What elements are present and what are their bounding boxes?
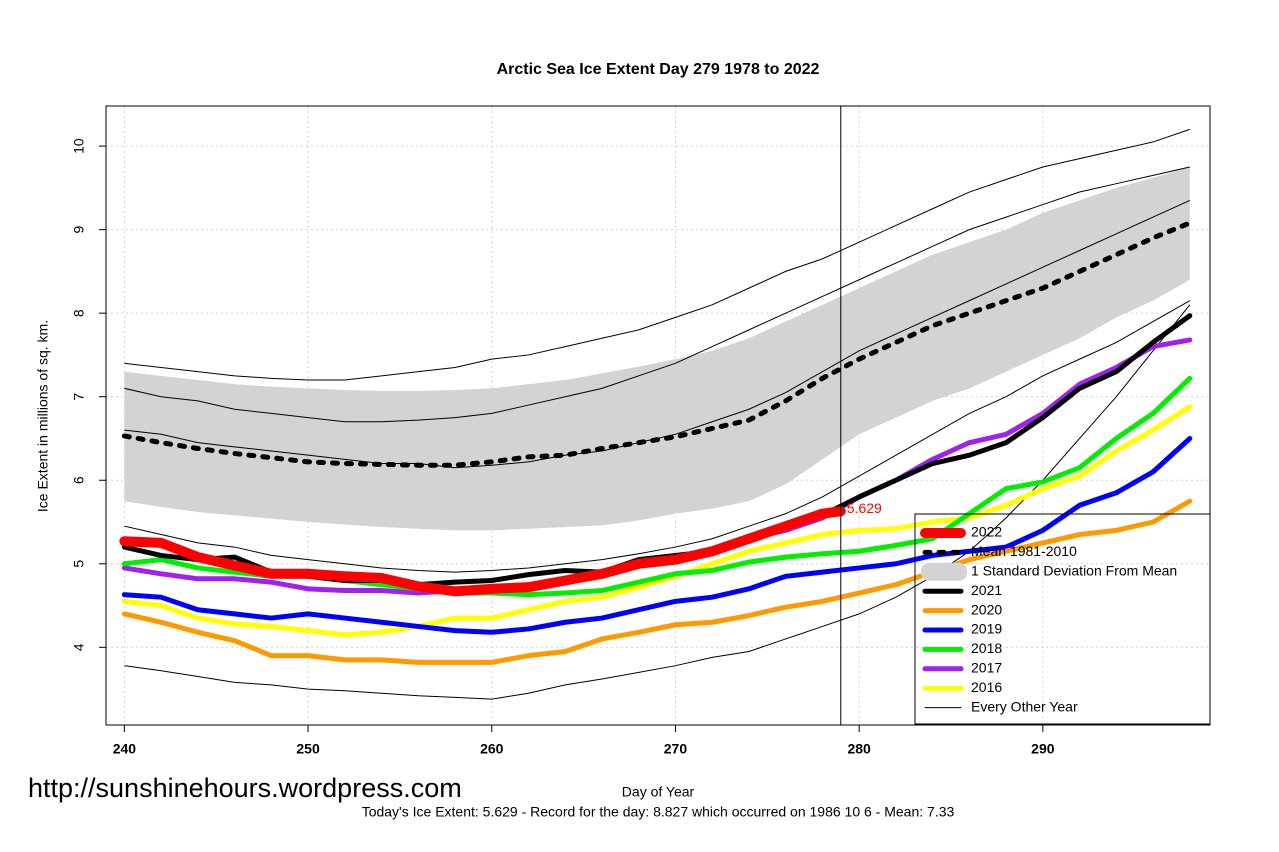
other-year-line — [124, 166, 1190, 423]
chart-title: Arctic Sea Ice Extent Day 279 1978 to 20… — [497, 61, 820, 78]
legend-label: 2021 — [971, 582, 1002, 598]
legend-label: 2017 — [971, 660, 1002, 676]
series-line — [121, 435, 1193, 635]
legend-label: 2022 — [971, 524, 1002, 540]
y-axis-label: Ice Extent in millions of sq. km. — [35, 320, 51, 512]
other-year-line — [124, 128, 1190, 381]
y-tick-label: 5 — [71, 560, 87, 568]
value-label: 5.629 — [847, 500, 882, 516]
y-tick-label: 6 — [71, 476, 87, 484]
other-year-line — [124, 300, 1191, 573]
footer: Today's Ice Extent: 5.629 - Record for t… — [362, 804, 955, 820]
x-tick-label: 280 — [847, 741, 871, 757]
x-tick-label: 290 — [1031, 741, 1055, 757]
y-tick-label: 8 — [71, 309, 87, 317]
legend-label: 2019 — [971, 621, 1002, 637]
series-line — [121, 498, 1193, 665]
plot-frame — [105, 105, 1211, 726]
series-line — [121, 404, 1193, 638]
legend-label: 2018 — [971, 640, 1002, 656]
legend-label: 2020 — [971, 601, 1002, 617]
series-line — [121, 220, 1193, 468]
x-axis-label: Day of Year — [622, 784, 695, 800]
series-line — [119, 506, 846, 597]
legend-label: Every Other Year — [971, 698, 1078, 714]
legend-label: Mean 1981-2010 — [971, 543, 1077, 559]
legend-label: 2016 — [971, 679, 1002, 695]
y-tick-label: 10 — [71, 138, 87, 154]
sd-band — [124, 166, 1190, 531]
x-tick-label: 250 — [296, 741, 320, 757]
y-tick-label: 7 — [71, 393, 87, 401]
x-tick-label: 270 — [664, 741, 688, 757]
other-year-line — [124, 304, 1191, 700]
legend-swatch — [921, 562, 967, 581]
watermark: http://sunshinehours.wordpress.com — [28, 773, 462, 803]
x-tick-label: 240 — [113, 741, 137, 757]
y-tick-label: 4 — [71, 643, 87, 651]
x-tick-label: 260 — [480, 741, 504, 757]
legend-label: 1 Standard Deviation From Mean — [971, 563, 1177, 579]
y-tick-label: 9 — [71, 226, 87, 234]
